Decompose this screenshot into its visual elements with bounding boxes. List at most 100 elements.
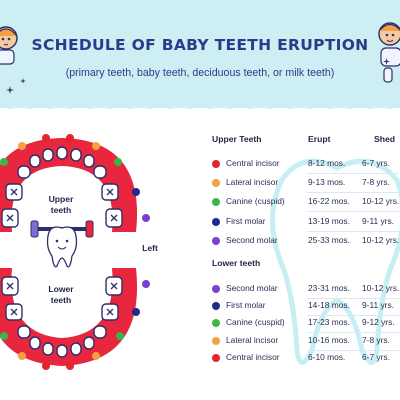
tooth-color-dot: [212, 198, 220, 207]
star-icon: [383, 58, 390, 65]
upper-tooth-mark: [110, 214, 118, 222]
lower-tooth-mark: [110, 282, 118, 290]
upper-tooth-mark: [6, 214, 14, 222]
lower-tooth-mark: [10, 308, 18, 316]
upper-teeth-header: Upper Teeth: [212, 134, 262, 144]
erupt-value: 16-22 mos.: [308, 196, 350, 207]
tooth-mascot-lifting-icon: [30, 220, 94, 268]
tooth-indicator-dot: [66, 362, 74, 370]
erupt-value: 8-12 mos.: [308, 158, 346, 168]
page-subtitle: (primary teeth, baby teeth, deciduous te…: [65, 67, 335, 79]
row-separator: [307, 192, 399, 194]
shed-value: 7-8 yrs.: [362, 334, 390, 345]
tooth-indicator-dot: [92, 352, 100, 360]
tooth-name: First molar: [226, 300, 266, 311]
tooth-color-dot: [212, 302, 220, 311]
tooth-indicator-dot: [42, 362, 50, 370]
upper-tooth: [70, 148, 82, 162]
star-icon: [6, 86, 14, 94]
upper-tooth: [17, 165, 31, 179]
lower-teeth-label-line1: Lower: [48, 284, 74, 294]
erupt-value: 23-31 mos.: [308, 283, 350, 293]
tooth-indicator-dot: [142, 214, 150, 222]
tooth-indicator-dot: [18, 352, 26, 360]
shed-value: 9-12 yrs.: [362, 317, 395, 328]
tooth-color-dot: [212, 285, 220, 293]
tooth-indicator-dot: [116, 332, 124, 340]
shed-value: 6-7 yrs.: [362, 158, 390, 168]
table-row: Canine (cuspid) 16-22 mos. 10-12 yrs.: [212, 196, 400, 210]
tooth-color-dot: [212, 179, 220, 188]
row-separator: [307, 230, 399, 232]
tooth-name: First molar: [226, 215, 266, 226]
tooth-name: Central incisor: [226, 158, 280, 168]
tooth-indicator-dot: [0, 332, 8, 340]
tooth-color-dot: [212, 336, 220, 345]
row-separator: [307, 349, 399, 351]
tooth-color-dot: [212, 353, 220, 362]
side-label-left: Left: [142, 243, 158, 253]
upper-tooth: [56, 146, 68, 160]
tooth-name: Second molar: [226, 234, 278, 245]
erupt-value: 9-13 mos.: [308, 177, 346, 188]
upper-tooth-mark: [10, 188, 18, 196]
upper-tooth: [29, 154, 41, 168]
table-row: First molar 13-19 mos. 9-11 yrs.: [212, 216, 400, 230]
row-separator: [307, 332, 399, 334]
row-separator: [307, 298, 399, 299]
page-title: SCHEDULE OF BABY TEETH ERUPTION: [31, 36, 369, 54]
lower-teeth-label: Lower teeth: [40, 284, 82, 306]
tooth-indicator-dot: [18, 142, 26, 150]
lower-tooth: [17, 325, 31, 339]
lower-tooth: [29, 336, 41, 350]
upper-tooth: [42, 148, 54, 162]
upper-teeth-label-line1: Upper: [48, 194, 74, 204]
star-icon: [20, 78, 26, 84]
tooth-indicator-dot: [66, 134, 74, 142]
tooth-color-dot: [212, 236, 220, 245]
erupt-header: Erupt: [308, 134, 331, 144]
header-banner: SCHEDULE OF BABY TEETH ERUPTION (primary…: [0, 0, 400, 108]
tooth-name: Lateral incisor: [226, 334, 279, 345]
tooth-name: Central incisor: [226, 351, 280, 362]
table-row: Central incisor 6-10 mos. 6-7 yrs.: [212, 352, 400, 366]
tooth-indicator-dot: [132, 308, 140, 316]
eruption-table: Upper Teeth Erupt Shed Central incisor 8-…: [212, 0, 400, 400]
jaw-diagram: [0, 134, 150, 370]
tooth-name: Lateral incisor: [226, 177, 279, 188]
table-row: Second molar 23-31 mos. 10-12 yrs.: [212, 283, 400, 297]
erupt-value: 14-18 mos.: [308, 300, 350, 311]
table-row: Second molar 25-33 mos. 10-12 yrs.: [212, 235, 400, 249]
baby-mascot-right-icon: [378, 22, 400, 83]
table-row: Lateral incisor 10-16 mos. 7-8 yrs.: [212, 335, 400, 349]
lower-tooth-mark: [6, 282, 14, 290]
shed-value: 9-11 yrs.: [362, 215, 394, 226]
upper-tooth: [83, 154, 95, 168]
upper-tooth: [93, 165, 107, 179]
baby-mascot-left-icon: [0, 26, 18, 65]
shed-header: Shed: [374, 134, 396, 144]
upper-teeth-label: Upper teeth: [40, 194, 82, 216]
erupt-value: 17-23 mos.: [308, 317, 350, 328]
lower-tooth: [70, 342, 82, 356]
table-row: Lateral incisor 9-13 mos. 7-8 yrs.: [212, 177, 400, 191]
tooth-indicator-dot: [142, 280, 150, 288]
row-separator: [307, 211, 399, 213]
lower-teeth-header: Lower teeth: [212, 258, 261, 268]
erupt-value: 10-16 mos.: [308, 334, 350, 345]
shed-value: 7-8 yrs.: [362, 177, 390, 188]
tooth-indicator-dot: [92, 142, 100, 150]
tooth-name: Second molar: [226, 283, 278, 293]
tooth-color-dot: [212, 319, 220, 328]
lower-tooth: [42, 342, 54, 356]
tooth-name: Canine (cuspid): [226, 196, 285, 207]
tooth-indicator-dot: [114, 158, 122, 166]
tooth-indicator-dot: [132, 188, 140, 196]
lower-tooth-mark: [106, 308, 114, 316]
shed-value: 10-12 yrs.: [362, 283, 400, 293]
shed-value: 9-11 yrs.: [362, 300, 394, 311]
lower-teeth-label-line2: teeth: [50, 295, 72, 305]
lower-tooth: [93, 325, 107, 339]
header-wave-divider: [0, 96, 400, 109]
erupt-value: 6-10 mos.: [308, 351, 346, 362]
